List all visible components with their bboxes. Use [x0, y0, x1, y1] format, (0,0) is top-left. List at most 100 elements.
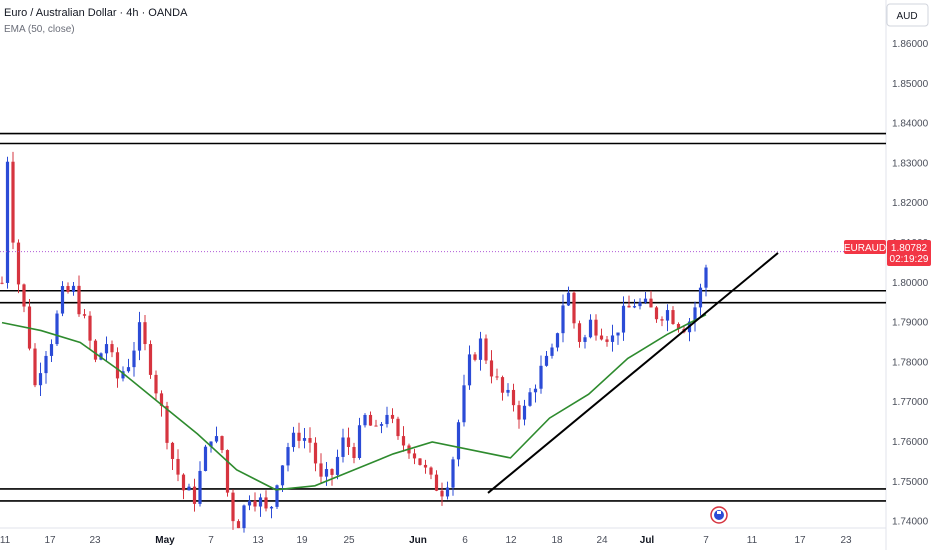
- ema-line: [1, 313, 707, 491]
- candle-body: [506, 389, 510, 393]
- candle-body: [610, 335, 615, 342]
- candle-body: [275, 485, 279, 507]
- candle-body: [363, 414, 367, 426]
- time-tick-label: 13: [252, 535, 264, 546]
- candle-body: [627, 305, 631, 308]
- candle-body: [566, 292, 571, 306]
- candle-body: [572, 292, 576, 324]
- candle-body: [649, 298, 653, 308]
- chart-title: Euro / Australian Dollar · 4h · OANDA: [4, 7, 188, 19]
- candle-body: [605, 339, 609, 342]
- candle-body: [71, 285, 76, 292]
- candle-body: [390, 414, 395, 419]
- candle-body: [500, 377, 505, 393]
- time-tick-label: 12: [505, 535, 517, 546]
- candle-body: [660, 319, 664, 321]
- time-tick-label: 23: [840, 535, 852, 546]
- currency-button[interactable]: [886, 3, 929, 27]
- candle-body: [60, 286, 65, 314]
- candle-body: [88, 315, 92, 341]
- candle-body: [550, 347, 554, 356]
- candle-body: [632, 306, 637, 308]
- time-tick-label: 25: [343, 535, 355, 546]
- symbol-tag: EURAUD: [844, 243, 886, 254]
- event-marker[interactable]: [710, 506, 728, 524]
- candle-body: [110, 344, 114, 353]
- candle-body: [346, 437, 351, 447]
- candle-body: [473, 354, 477, 360]
- candle-body: [253, 500, 257, 507]
- candle-body: [302, 438, 307, 441]
- candle-body: [341, 437, 345, 457]
- candle-body: [319, 463, 323, 477]
- candle-body: [126, 367, 131, 372]
- candle-body: [115, 352, 120, 379]
- candle-body: [231, 492, 235, 522]
- candle-body: [176, 458, 180, 475]
- candle-body: [654, 307, 659, 320]
- flag-icon-detail: [717, 511, 721, 514]
- candle-body: [93, 340, 98, 360]
- candle-body: [22, 284, 26, 307]
- time-tick-label: 17: [794, 535, 806, 546]
- candle-body: [220, 436, 224, 451]
- candle-body: [247, 500, 252, 506]
- price-tick-label: 1.80000: [892, 278, 929, 289]
- price-tick-label: 1.84000: [892, 119, 929, 130]
- price-tick-label: 1.75000: [892, 477, 929, 488]
- candle-body: [77, 285, 81, 315]
- time-tick-label: 24: [596, 535, 608, 546]
- candle-body: [467, 354, 472, 386]
- price-tick-label: 1.82000: [892, 198, 929, 209]
- candle-body: [55, 313, 59, 345]
- candle-body: [671, 310, 675, 324]
- candle-body: [456, 422, 461, 460]
- price-tag-bg: [887, 240, 931, 266]
- candle-body: [451, 459, 455, 488]
- candle-body: [154, 374, 158, 394]
- candle-body: [11, 161, 15, 243]
- candle-body: [291, 432, 296, 448]
- candle-body: [187, 486, 191, 491]
- candle-body: [583, 337, 587, 342]
- candle-body: [143, 322, 147, 345]
- candles: [0, 151, 708, 533]
- candle-body: [665, 310, 670, 321]
- candle-body: [209, 441, 213, 447]
- candle-body: [638, 302, 642, 307]
- time-tick-label: 19: [296, 535, 308, 546]
- candle-body: [203, 446, 208, 471]
- candle-body: [159, 393, 164, 406]
- candle-body: [588, 319, 593, 338]
- candle-body: [440, 490, 444, 497]
- candle-body: [225, 450, 230, 493]
- horizontal-levels: [0, 132, 886, 502]
- candle-body: [539, 365, 543, 389]
- price-tick-label: 1.79000: [892, 318, 929, 329]
- candle-body: [434, 474, 439, 491]
- price-tick-label: 1.77000: [892, 397, 929, 408]
- candle-body: [192, 486, 197, 504]
- candle-body: [621, 305, 626, 333]
- flag-icon: [714, 510, 724, 520]
- candle-body: [286, 447, 290, 466]
- time-tick-label: Jun: [409, 535, 427, 546]
- candle-body: [16, 242, 21, 285]
- currency-label: AUD: [896, 11, 917, 22]
- candle-body: [335, 456, 340, 475]
- candle-body: [462, 385, 466, 423]
- candle-body: [352, 446, 356, 458]
- candle-body: [528, 392, 532, 406]
- candle-body: [121, 371, 125, 379]
- candle-body: [269, 506, 274, 509]
- candle-body: [599, 335, 604, 340]
- price-tag: 1.80782: [891, 243, 928, 254]
- candle-body: [412, 453, 417, 459]
- candle-body: [594, 319, 598, 336]
- candle-body: [698, 287, 703, 308]
- candle-body: [374, 425, 378, 427]
- candle-body: [676, 323, 681, 329]
- price-tick-label: 1.85000: [892, 79, 929, 90]
